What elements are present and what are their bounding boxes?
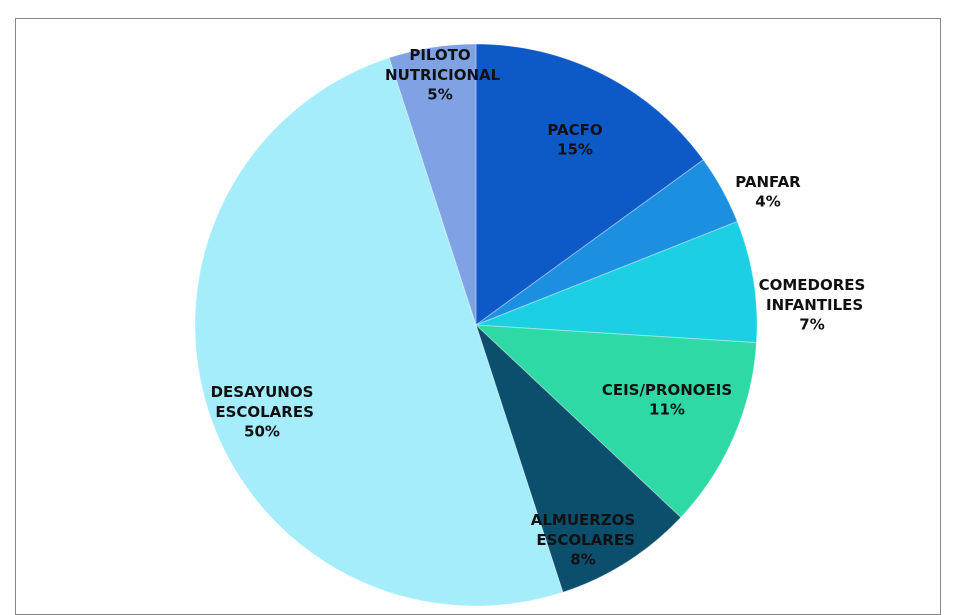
value-label: 11% [649, 401, 685, 419]
pie-slice [475, 159, 738, 326]
pie-slice [474, 324, 757, 519]
value-label: 4% [755, 193, 780, 211]
slice-label: ALMUERZOS ESCOLARES [531, 511, 636, 549]
value-label: 7% [799, 316, 824, 334]
slice-label: COMEDORES INFANTILES [759, 276, 866, 314]
pie-slice [194, 57, 564, 607]
value-label: 8% [570, 551, 595, 569]
pie-slice [388, 43, 477, 326]
value-label: 15% [557, 141, 593, 159]
slice-label: PANFAR [735, 173, 801, 191]
slice-label: DESAYUNOS ESCOLARES [210, 383, 314, 421]
pie-slice [475, 43, 705, 326]
slice-label: PACFO [547, 121, 602, 139]
pie-slice [475, 324, 682, 593]
pie-slice [475, 220, 758, 344]
value-label: 50% [244, 423, 280, 441]
value-label: 5% [427, 86, 452, 104]
slice-label: CEIS/PRONOEIS [602, 381, 732, 399]
slice-label: PILOTO NUTRICIONAL [380, 46, 501, 84]
